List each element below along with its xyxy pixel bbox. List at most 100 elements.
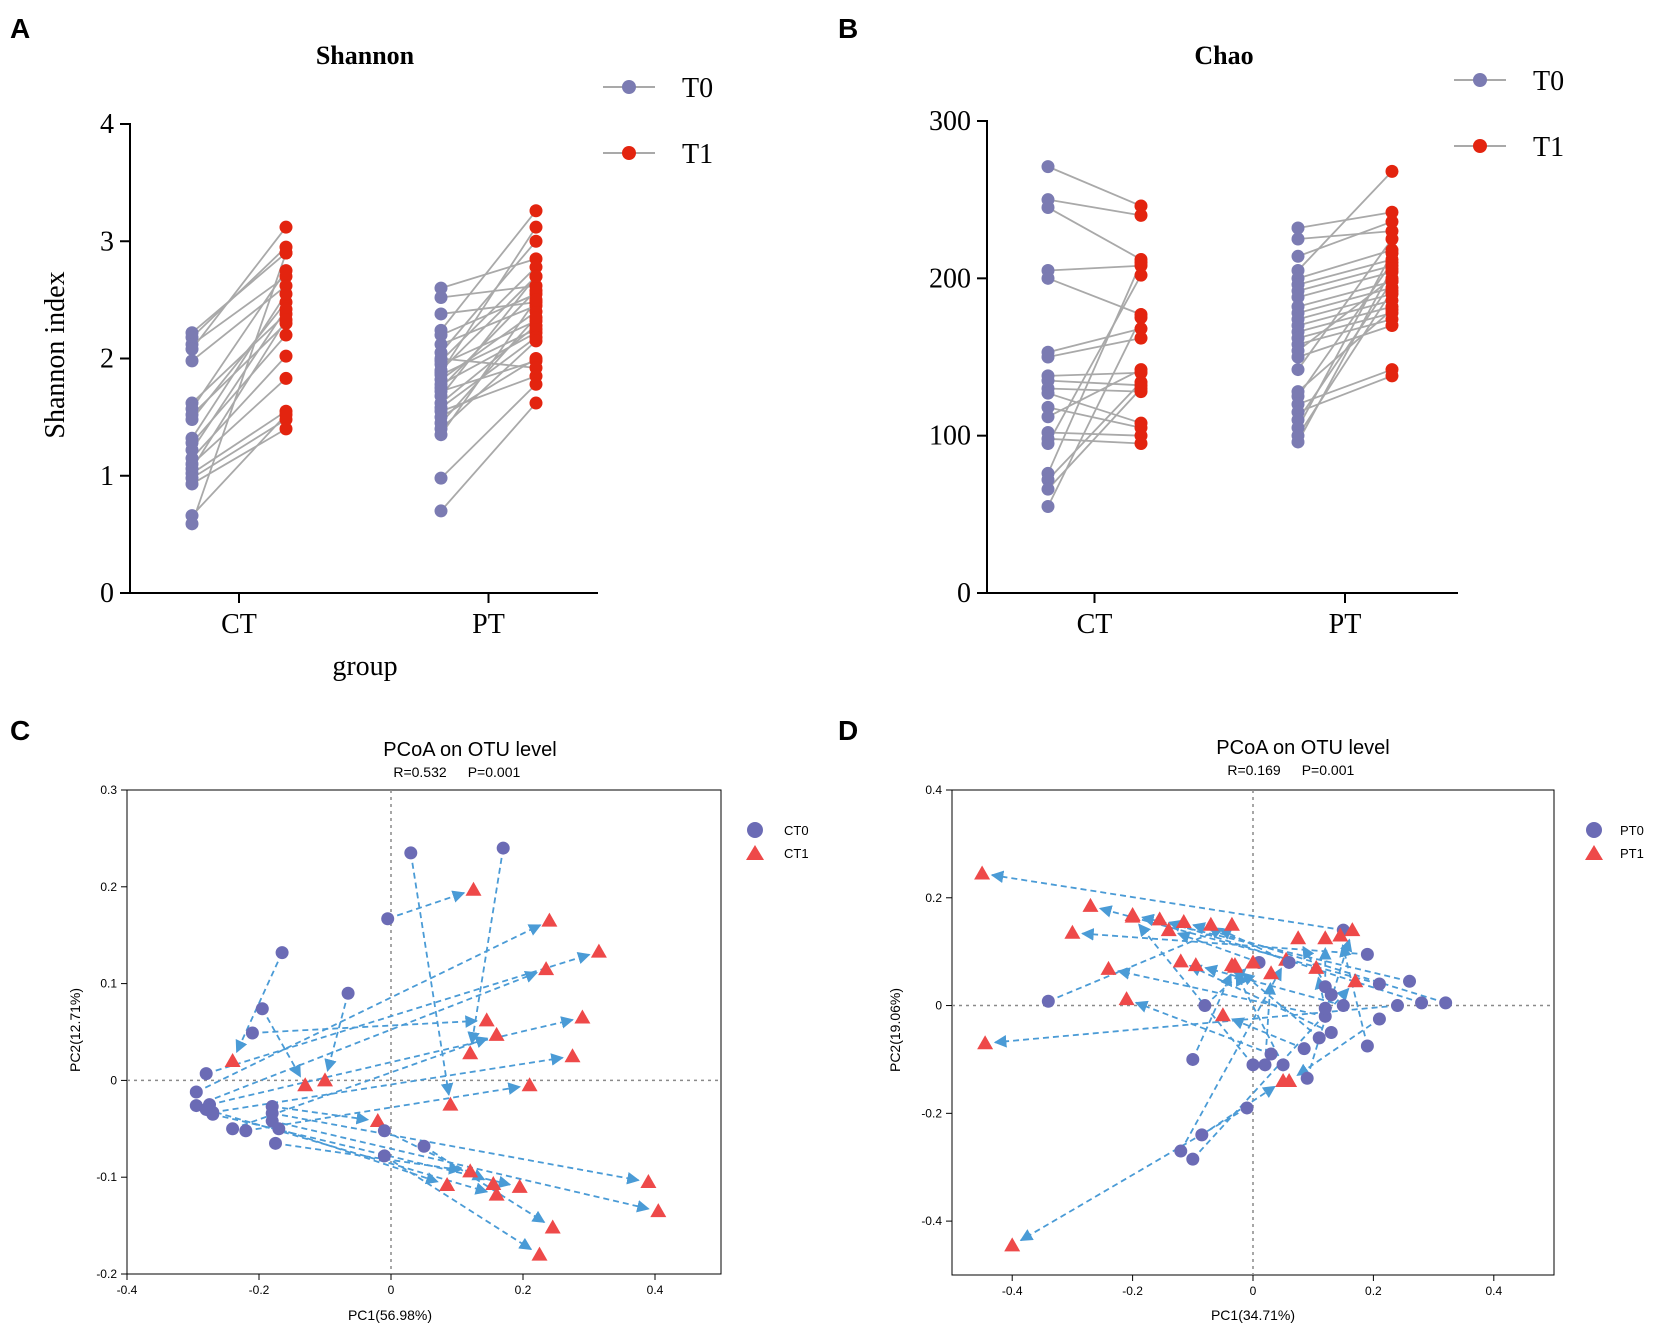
c-arrow-3 <box>235 952 283 1054</box>
legend-t0-label: T0 <box>682 73 713 104</box>
panel-d-title: PCoA on OTU level <box>1216 737 1389 759</box>
c-point-t0-3 <box>275 946 289 960</box>
b-point-CT-t0-19 <box>1041 410 1055 424</box>
a-point-PT-t1-7 <box>529 260 543 274</box>
b-pair-line-CT-8 <box>1047 379 1142 387</box>
c-point-t1-13 <box>521 1077 538 1092</box>
a-point-PT-t1-13 <box>529 283 543 297</box>
a-ytick-label-4: 4 <box>100 109 114 140</box>
d-arrow-24 <box>1218 928 1290 964</box>
c-point-t0-4 <box>341 986 355 1000</box>
a-pair-line-CT-12 <box>191 355 287 459</box>
c-arrow-15 <box>272 1112 640 1185</box>
d-point-t1-28 <box>1124 908 1141 923</box>
b-point-PT-t0-24 <box>1291 385 1305 399</box>
b-pair-line-PT-9 <box>1297 286 1393 314</box>
b-point-PT-t1-19 <box>1385 369 1399 383</box>
a-pair-line-CT-17 <box>191 428 287 485</box>
c-point-t0-12 <box>226 1122 240 1136</box>
d-point-t1-23 <box>1308 959 1325 974</box>
d-point-t0-17 <box>1264 1047 1278 1061</box>
panel-a: Shannon Shannon index group 0 1 2 3 4 CT PT T… <box>40 41 713 682</box>
c-point-t1-8 <box>541 912 558 927</box>
a-pair-line-CT-2 <box>191 275 287 346</box>
panel-c-legend: CT0 CT1 <box>746 822 809 861</box>
b-pair-line-PT-13 <box>1297 312 1393 339</box>
legend-b-t0-label: T0 <box>1533 66 1564 97</box>
b-xtick-label-1: PT <box>1329 609 1362 640</box>
a-pair-line-PT-3 <box>440 210 537 331</box>
d-point-t1-10 <box>1100 960 1117 975</box>
d-point-t0-22 <box>1258 1058 1272 1072</box>
a-point-PT-t0-2 <box>434 307 448 321</box>
d-point-t0-4 <box>1415 996 1429 1010</box>
panel-d-stat-r: R=0.169 <box>1227 762 1281 778</box>
d-point-t1-13 <box>1214 1007 1231 1022</box>
d-xtick-label-0: -0.4 <box>1002 1284 1023 1298</box>
d-arrow-26 <box>1204 964 1344 1007</box>
b-xtick-label-0: CT <box>1077 609 1113 640</box>
d-xtick-label-2: 0 <box>1250 1284 1257 1298</box>
c-arrow-9 <box>195 970 538 1107</box>
c-point-t1-0 <box>442 1096 459 1111</box>
a-pair-line-CT-5 <box>191 313 287 404</box>
d-arrow-15 <box>1179 967 1283 1152</box>
c-point-t1-2 <box>465 881 482 896</box>
d-point-t1-17 <box>1118 991 1135 1006</box>
panel-c: PCoA on OTU level R=0.532 P=0.001 -0.4 -0… <box>67 739 809 1323</box>
b-pair-line-PT-23 <box>1297 268 1393 443</box>
panel-a-title: Shannon <box>316 41 415 70</box>
panel-c-xlabel: PC1(56.98%) <box>348 1307 432 1323</box>
d-point-t0-19 <box>1300 1071 1314 1085</box>
c-point-t0-6 <box>245 1026 259 1040</box>
d-arrow-29 <box>1296 1018 1380 1077</box>
b-pair-line-PT-7 <box>1297 271 1393 299</box>
a-point-PT-t1-3 <box>529 204 543 218</box>
d-arrow-8 <box>993 1004 1398 1048</box>
panel-c-stat-p: P=0.001 <box>468 764 521 780</box>
panel-d-legend: PT0 PT1 <box>1585 822 1644 861</box>
d-point-t1-11 <box>1317 930 1334 945</box>
b-pair-line-PT-15 <box>1297 277 1393 352</box>
b-pair-line-CT-4 <box>1047 277 1142 316</box>
b-ytick-label-3: 300 <box>929 106 971 137</box>
d-point-t1-4 <box>1151 911 1168 926</box>
a-point-PT-t0-24 <box>434 504 448 518</box>
c-xtick-label-0: -0.4 <box>117 1283 138 1297</box>
d-point-t1-7 <box>1223 916 1240 931</box>
d-point-t0-13 <box>1297 1042 1311 1056</box>
c-point-t1-10 <box>574 1009 591 1024</box>
b-point-PT-t0-23 <box>1291 435 1305 449</box>
c-arrow-21 <box>423 1145 546 1223</box>
b-pair-line-CT-11 <box>1047 406 1142 429</box>
a-point-PT-t0-0 <box>434 281 448 295</box>
b-point-PT-t0-2 <box>1291 249 1305 263</box>
c-ytick-label-1: -0.1 <box>96 1170 117 1184</box>
d-point-t1-6 <box>1160 922 1177 937</box>
panel-a-ylabel: Shannon index <box>40 271 71 438</box>
d-point-t0-21 <box>1186 1152 1200 1166</box>
a-point-CT-t1-18 <box>279 408 293 422</box>
d-ytick-label-4: 0.4 <box>925 783 942 797</box>
legend-b-t0-marker <box>1473 73 1487 87</box>
a-point-CT-t1-6 <box>279 264 293 278</box>
panel-d-stat-p: P=0.001 <box>1302 762 1355 778</box>
b-pair-line-CT-19 <box>1047 368 1142 418</box>
c-ytick-label-3: 0.1 <box>100 977 117 991</box>
a-point-CT-t1-10 <box>279 328 293 342</box>
d-ytick-label-1: -0.2 <box>921 1106 942 1120</box>
d-point-t1-0 <box>974 865 991 880</box>
panel-c-ylabel: PC2(12.71%) <box>67 988 83 1072</box>
legend-t1-label: T1 <box>682 139 713 170</box>
d-point-t0-20 <box>1312 1031 1326 1045</box>
b-point-CT-t1-0 <box>1134 199 1148 213</box>
d-point-t0-3 <box>1403 974 1417 988</box>
b-point-PT-t1-0 <box>1385 205 1399 219</box>
c-xtick-label-3: 0.2 <box>515 1283 532 1297</box>
b-pair-line-PT-12 <box>1297 305 1393 333</box>
d-ytick-label-3: 0.2 <box>925 891 942 905</box>
a-pair-line-CT-14 <box>191 319 287 470</box>
d-point-t1-22 <box>1263 965 1280 980</box>
a-point-CT-t0-4 <box>185 354 199 368</box>
a-pair-line-PT-8 <box>440 320 537 366</box>
